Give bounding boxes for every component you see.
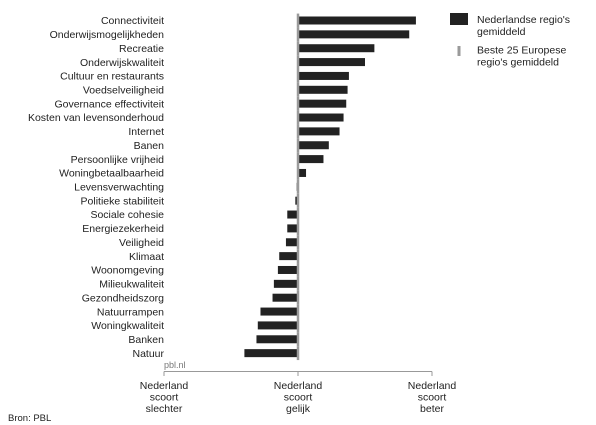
category-label: Woningbetaalbaarheid — [59, 168, 164, 180]
bar — [273, 279, 298, 288]
legend-label: Beste 25 Europese — [477, 45, 566, 57]
legend-label: regio's gemiddeld — [477, 57, 559, 69]
category-labels-group: Connectiviteit Onderwijsmogelijkheden Recr… — [28, 15, 165, 360]
x-tick-label: scoort — [150, 392, 179, 404]
bar — [298, 141, 329, 150]
category-label: Cultuur en restaurants — [60, 71, 164, 83]
bar — [277, 265, 298, 274]
bar — [260, 307, 298, 316]
category-label: Woonomgeving — [91, 265, 164, 277]
bar — [279, 252, 298, 261]
x-tick-label: slechter — [146, 403, 183, 415]
x-tick-label: gelijk — [286, 403, 311, 415]
bar — [298, 30, 410, 39]
bar — [257, 321, 298, 330]
category-label: Banen — [134, 140, 165, 152]
bar — [256, 335, 298, 344]
category-label: Sociale cohesie — [90, 209, 164, 221]
bar — [298, 113, 344, 122]
category-label: Governance effectiviteit — [54, 98, 164, 110]
legend-swatch-nl — [450, 13, 468, 25]
x-tick-label: Nederland — [140, 380, 189, 392]
category-label: Politieke stabiliteit — [81, 195, 165, 207]
bar — [298, 58, 365, 67]
x-tick-label: scoort — [284, 392, 313, 404]
x-tick-label: scoort — [418, 392, 447, 404]
bar — [298, 99, 347, 108]
bar — [298, 168, 307, 177]
category-label: Natuur — [132, 348, 164, 360]
bar — [298, 44, 375, 53]
source-note: Bron: PBL — [8, 413, 52, 424]
legend-label: Nederlandse regio's — [477, 14, 570, 26]
bar — [287, 210, 298, 219]
category-label: Persoonlijke vrijheid — [71, 154, 165, 166]
watermark-text: pbl.nl — [164, 360, 186, 370]
bar — [298, 71, 349, 80]
x-tick-label: Nederland — [274, 380, 323, 392]
category-label: Kosten van levensonderhoud — [28, 112, 164, 124]
category-label: Recreatie — [119, 43, 164, 55]
bar — [298, 85, 348, 94]
bar — [295, 196, 298, 205]
x-tick-label: beter — [420, 403, 444, 415]
category-label: Internet — [128, 126, 164, 138]
category-label: Gezondheidszorg — [82, 292, 164, 304]
legend-label: gemiddeld — [477, 26, 526, 38]
x-tick-label: Nederland — [408, 380, 457, 392]
category-label: Connectiviteit — [101, 15, 164, 27]
bar — [272, 293, 298, 302]
category-label: Energiezekerheid — [82, 223, 164, 235]
category-label: Levensverwachting — [74, 182, 164, 194]
bars-group — [244, 16, 416, 358]
bar — [298, 127, 340, 136]
category-label: Veiligheid — [119, 237, 164, 249]
category-label: Banken — [128, 334, 164, 346]
bar — [287, 224, 298, 233]
category-label: Voedselveiligheid — [83, 85, 164, 97]
bar — [298, 16, 416, 25]
category-label: Natuurrampen — [97, 306, 164, 318]
bar — [298, 155, 324, 164]
bar — [244, 349, 298, 358]
category-label: Milieukwaliteit — [99, 279, 164, 291]
category-label: Onderwijsmogelijkheden — [50, 29, 165, 41]
category-label: Klimaat — [129, 251, 164, 263]
category-label: Onderwijskwaliteit — [80, 57, 164, 69]
category-label: Woningkwaliteit — [91, 320, 164, 332]
x-axis: pbl.nlNederlandscoortslechterNederlandsc… — [140, 360, 457, 415]
bar — [285, 238, 298, 247]
